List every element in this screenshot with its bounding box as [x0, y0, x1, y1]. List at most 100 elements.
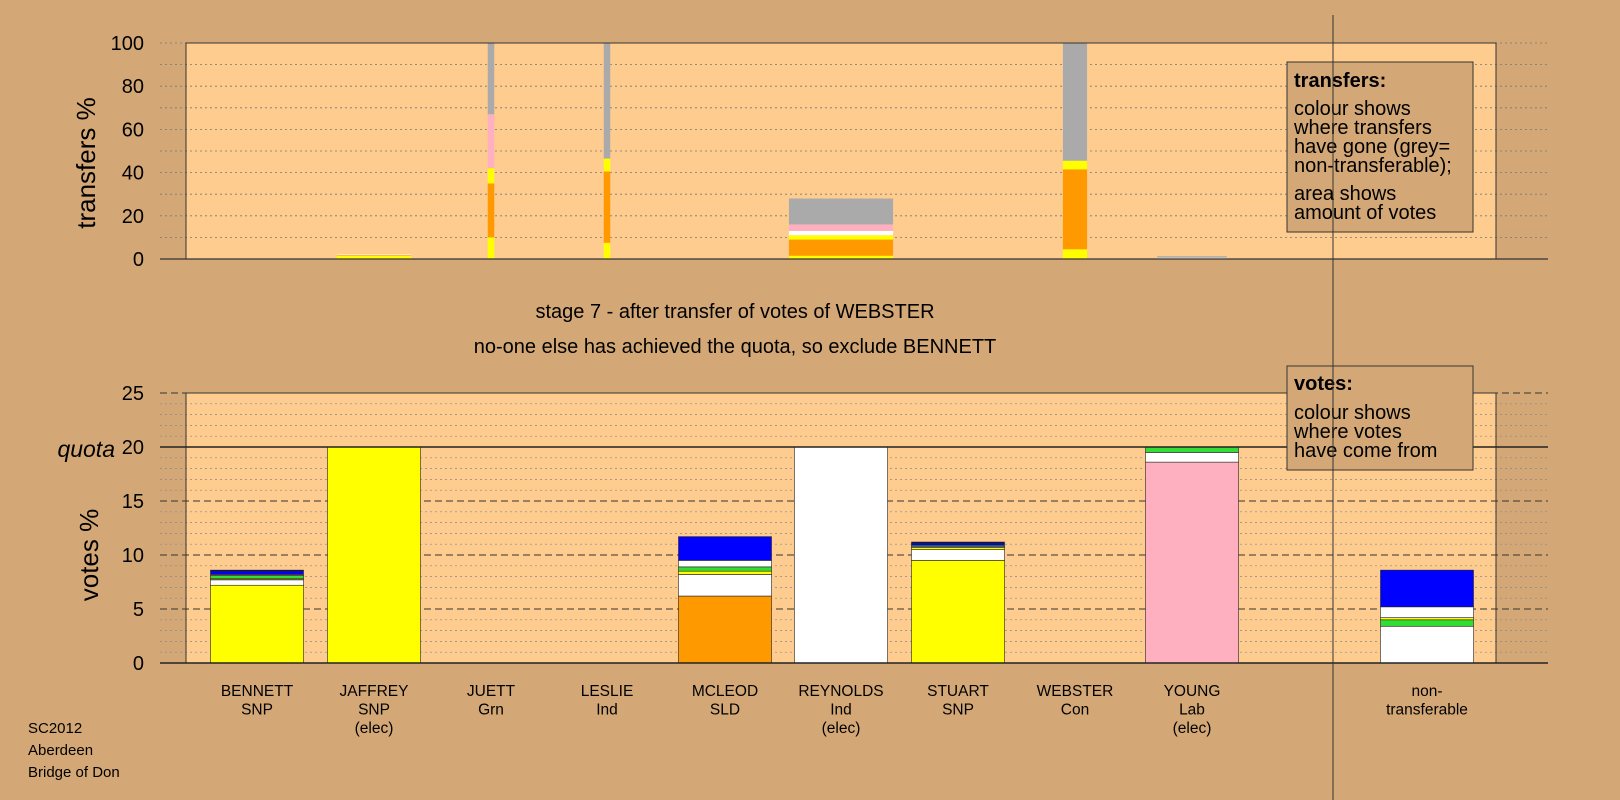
vote-segment	[678, 536, 772, 561]
stage-heading: stage 7 - after transfer of votes of WEB…	[535, 301, 934, 323]
stage-subheading: no-one else has achieved the quota, so e…	[474, 336, 997, 358]
candidate-label: MCLEOD	[692, 683, 758, 700]
transfer-segment	[603, 171, 611, 243]
transfer-segment	[603, 242, 611, 259]
transfer-segment	[336, 255, 412, 256]
transfers-y-tick-label: 100	[111, 33, 144, 55]
transfers-y-tick-label: 40	[122, 163, 144, 185]
candidate-label: Ind	[830, 702, 852, 719]
vote-segment	[1380, 625, 1474, 664]
transfer-column-webster	[1062, 43, 1088, 259]
vote-segment	[678, 566, 772, 572]
vote-segment	[1380, 606, 1474, 618]
transfers-legend-line: amount of votes	[1294, 202, 1436, 224]
transfers-legend: transfers: colour shows where transfers …	[1286, 61, 1474, 233]
transfer-segment	[487, 114, 495, 169]
transfers-y-tick-label: 80	[122, 76, 144, 98]
candidate-label: SLD	[710, 702, 740, 719]
transfers-y-tick-label: 20	[122, 206, 144, 228]
candidate-label: SNP	[241, 702, 273, 719]
vote-segment	[1145, 446, 1239, 453]
vote-segment	[911, 560, 1005, 664]
candidate-label: JAFFREY	[340, 683, 409, 700]
vote-segment	[1380, 619, 1474, 627]
candidate-label: STUART	[927, 683, 989, 700]
votes-y-tick-label: 25	[122, 383, 144, 405]
vote-bar-bennett	[210, 569, 304, 664]
candidate-labels: BENNETTSNPJAFFREYSNP(elec)JUETTGrnLESLIE…	[221, 683, 1468, 737]
vote-bar-jaffrey	[327, 446, 421, 664]
transfer-segment	[1062, 43, 1088, 161]
transfers-legend-title: transfers:	[1294, 70, 1386, 92]
transfer-column-jaffrey	[336, 254, 412, 259]
nontransferable-label: transferable	[1386, 702, 1468, 719]
transfers-legend-line: non-transferable);	[1294, 155, 1452, 177]
vote-segment	[911, 549, 1005, 561]
transfers-legend-line: where transfers	[1293, 117, 1432, 139]
transfer-segment	[487, 168, 495, 184]
candidate-label: YOUNG	[1164, 683, 1221, 700]
vote-segment	[210, 575, 304, 580]
vote-segment	[327, 446, 421, 664]
candidate-label: Lab	[1179, 702, 1205, 719]
votes-legend-line: have come from	[1294, 440, 1437, 462]
vote-segment	[911, 541, 1005, 544]
vote-segment	[678, 570, 772, 575]
vote-segment	[210, 579, 304, 586]
vote-segment	[678, 560, 772, 568]
transfers-legend-line: area shows	[1294, 183, 1396, 205]
transfer-segment	[336, 255, 412, 259]
vote-bar-young	[1145, 446, 1239, 664]
vote-segment	[911, 547, 1005, 550]
votes-legend: votes: colour shows where votes have com…	[1286, 365, 1474, 471]
candidate-label: (elec)	[822, 720, 861, 737]
candidate-label: REYNOLDS	[798, 683, 883, 700]
transfer-segment	[788, 224, 894, 231]
votes-legend-title: votes:	[1294, 373, 1353, 395]
candidate-label: SNP	[942, 702, 974, 719]
candidate-label: JUETT	[467, 683, 516, 700]
vote-segment	[678, 595, 772, 664]
vote-segment	[210, 570, 304, 575]
vote-segment	[1380, 569, 1474, 608]
vote-bar-stuart	[911, 541, 1005, 664]
transfer-segment	[1157, 256, 1227, 258]
votes-panel: 0 5 10 15 20 25	[122, 383, 1548, 675]
transfer-segment	[487, 237, 495, 259]
vote-segment	[1145, 461, 1239, 664]
vote-segment	[794, 446, 888, 664]
transfer-segment	[1062, 169, 1088, 250]
candidate-label: (elec)	[1173, 720, 1212, 737]
transfer-segment	[487, 43, 495, 115]
transfers-y-tick-label: 0	[133, 249, 144, 271]
transfer-segment	[788, 255, 894, 259]
transfer-column-juett	[487, 43, 495, 259]
candidate-label: SNP	[358, 702, 390, 719]
source-line: Aberdeen	[28, 742, 93, 759]
transfer-segment	[603, 43, 611, 159]
transfers-legend-line: colour shows	[1294, 98, 1411, 120]
transfers-panel: 0 20 40 60 80 100	[111, 33, 1548, 271]
votes-legend-line: colour shows	[1294, 402, 1411, 424]
transfer-segment	[487, 183, 495, 238]
vote-segment	[678, 574, 772, 597]
transfer-segment	[603, 158, 611, 172]
transfer-segment	[1157, 257, 1227, 259]
transfer-segment	[788, 230, 894, 236]
vote-segment	[210, 569, 304, 572]
quota-label: quota	[57, 436, 115, 462]
candidate-label: WEBSTER	[1037, 683, 1114, 700]
votes-y-tick-label: 10	[122, 545, 144, 567]
transfer-segment	[336, 254, 412, 256]
candidate-label: Grn	[478, 702, 504, 719]
vote-bar-non-transferable	[1380, 569, 1474, 664]
transfer-segment	[788, 198, 894, 225]
vote-segment	[911, 542, 1005, 546]
transfer-segment	[1062, 160, 1088, 170]
transfer-column-reynolds	[788, 198, 894, 259]
vote-bar-reynolds	[794, 446, 888, 664]
nontransferable-label: non-	[1411, 683, 1442, 700]
candidate-label: Con	[1061, 702, 1089, 719]
candidate-label: Ind	[596, 702, 618, 719]
